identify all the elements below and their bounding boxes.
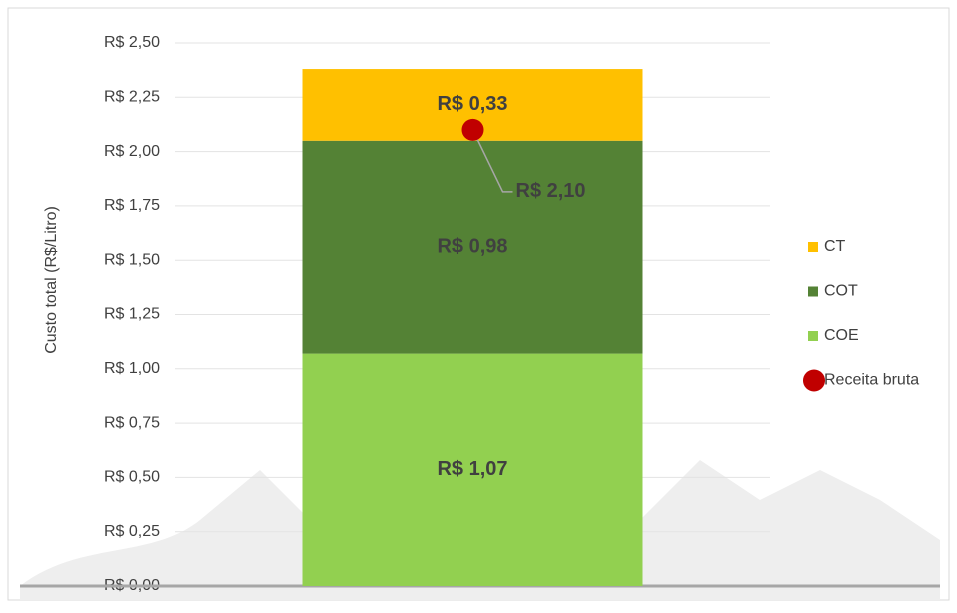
legend-label: COE xyxy=(824,327,859,344)
y-tick-label: R$ 0,25 xyxy=(104,523,160,540)
legend-marker xyxy=(808,287,818,297)
value-label: R$ 0,33 xyxy=(437,93,507,115)
y-tick-label: R$ 2,25 xyxy=(104,89,160,106)
point xyxy=(462,119,484,141)
legend-label: CT xyxy=(824,238,846,255)
legend-label: COT xyxy=(824,283,858,300)
value-label: R$ 2,10 xyxy=(516,180,586,202)
value-label: R$ 1,07 xyxy=(437,458,507,480)
y-tick-label: R$ 1,75 xyxy=(104,197,160,214)
legend-marker xyxy=(803,370,825,392)
y-tick-label: R$ 2,00 xyxy=(104,143,160,160)
y-axis-title: Custo total (R$/Litro) xyxy=(43,206,60,354)
y-tick-label: R$ 0,75 xyxy=(104,414,160,431)
y-tick-label: R$ 1,00 xyxy=(104,360,160,377)
y-tick-label: R$ 0,50 xyxy=(104,469,160,486)
legend-marker xyxy=(808,331,818,341)
legend-marker xyxy=(808,242,818,252)
chart: Custo total (R$/Litro) R$ 0,00R$ 0,25R$ … xyxy=(0,0,957,608)
y-tick-label: R$ 2,50 xyxy=(104,34,160,51)
value-label: R$ 0,98 xyxy=(437,235,507,257)
legend-label: Receita bruta xyxy=(824,372,919,389)
page: {"chart_data": {"type": "bar", "stacked"… xyxy=(0,0,957,613)
y-tick-label: R$ 1,25 xyxy=(104,306,160,323)
y-tick-label: R$ 1,50 xyxy=(104,251,160,268)
